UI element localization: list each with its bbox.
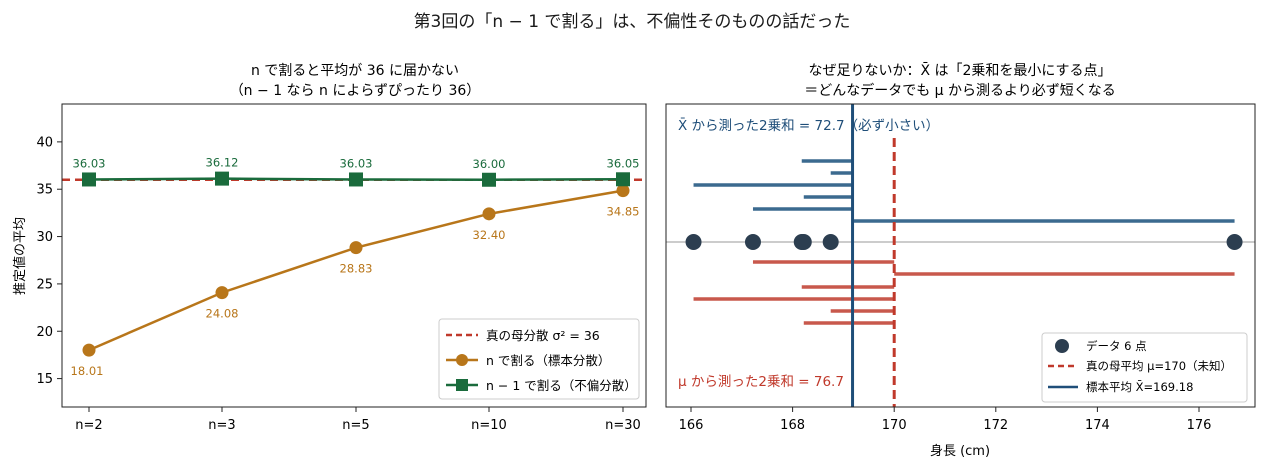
x-tick-label: 168 bbox=[780, 418, 805, 433]
legend-sample-mean-label: 標本平均 X̄=169.18 bbox=[1086, 380, 1193, 394]
y-tick-label: 25 bbox=[36, 277, 53, 292]
right-chart: なぜ足りないか：X̄ は「2乗和を最小にする点」 ＝どんなデータでも μ から測… bbox=[665, 61, 1256, 459]
series-1-data-label: 36.03 bbox=[340, 156, 373, 170]
y-tick-label: 40 bbox=[36, 135, 53, 150]
series-0-point bbox=[482, 207, 496, 221]
left-legend: 真の母分散 σ² = 36 n で割る（標本分散） n − 1 で割る（不偏分散… bbox=[438, 318, 640, 400]
y-tick-label: 35 bbox=[36, 183, 53, 198]
right-chart-title-line2: ＝どんなデータでも μ から測るより必ず短くなる bbox=[804, 82, 1116, 99]
right-chart-title-line1: なぜ足りないか：X̄ は「2乗和を最小にする点」 bbox=[808, 61, 1111, 79]
series-0-data-label: 28.83 bbox=[340, 262, 373, 276]
series-0-data-label: 18.01 bbox=[71, 364, 104, 378]
legend-biased-label: n で割る（標本分散） bbox=[486, 353, 610, 368]
series-1-data-label: 36.03 bbox=[73, 156, 106, 170]
annotation-true-mean-ss: μ から測った2乗和 = 76.7 bbox=[678, 374, 844, 390]
series-0-point bbox=[82, 343, 96, 357]
x-tick-label: n=30 bbox=[605, 418, 641, 433]
series-1-data-label: 36.00 bbox=[473, 157, 506, 171]
right-chart-marks bbox=[666, 104, 1255, 407]
left-plot-frame bbox=[61, 103, 647, 408]
series-0-data-label: 34.85 bbox=[607, 205, 640, 219]
legend-true-mean-label: 真の母平均 μ=170（未知） bbox=[1086, 359, 1232, 373]
data-point bbox=[1226, 234, 1243, 250]
series-0-point bbox=[215, 286, 229, 300]
series-0-point bbox=[349, 241, 363, 255]
left-chart: n で割ると平均が 36 に届かない （n − 1 なら n によらずぴったり … bbox=[12, 62, 647, 433]
left-chart-ylabel: 推定値の平均 bbox=[12, 217, 28, 295]
right-legend-box bbox=[1041, 332, 1248, 403]
legend-data-label: データ 6 点 bbox=[1086, 339, 1147, 353]
series-1-point bbox=[215, 171, 229, 186]
annotation-sample-mean-ss: X̄ から測った2乗和 = 72.7（必ず小さい） bbox=[678, 117, 939, 134]
legend-data-marker bbox=[1055, 339, 1069, 353]
series-1-point bbox=[82, 172, 96, 187]
right-plot-frame bbox=[665, 103, 1256, 408]
left-chart-title-line1: n で割ると平均が 36 に届かない bbox=[251, 62, 459, 79]
left-chart-axes: 15 20 25 30 35 40 n=2 n=3 n=5 n=10 n=30 bbox=[36, 135, 640, 433]
left-chart-title-line2: （n − 1 なら n によらずぴったり 36） bbox=[230, 83, 481, 99]
x-tick-label: 172 bbox=[983, 418, 1008, 433]
series-0-point bbox=[616, 184, 630, 198]
data-point bbox=[685, 234, 702, 250]
series-0-data-label: 24.08 bbox=[206, 307, 239, 321]
right-chart-xlabel: 身長 (cm) bbox=[930, 443, 990, 459]
data-point bbox=[795, 234, 812, 250]
legend-unbiased-label: n − 1 で割る（不偏分散） bbox=[486, 378, 637, 393]
y-tick-label: 20 bbox=[36, 325, 53, 340]
series-1-point bbox=[349, 172, 363, 187]
right-chart-axes: 166 168 170 172 174 176 bbox=[679, 407, 1212, 433]
left-chart-marks: 18.01 24.08 28.83 32.40 34.85 36.03 36.12 36.03… bbox=[62, 156, 646, 378]
legend-biased-marker bbox=[456, 354, 468, 366]
right-legend: データ 6 点 真の母平均 μ=170（未知） 標本平均 X̄=169.18 bbox=[1041, 332, 1248, 403]
y-tick-label: 30 bbox=[36, 230, 53, 245]
left-legend-box bbox=[438, 318, 640, 400]
x-tick-label: 176 bbox=[1187, 418, 1212, 433]
series-1-point bbox=[616, 172, 630, 187]
y-tick-label: 15 bbox=[36, 372, 53, 387]
x-tick-label: 174 bbox=[1085, 418, 1110, 433]
series-0-data-label: 32.40 bbox=[473, 228, 506, 242]
x-tick-label: n=2 bbox=[75, 418, 102, 433]
series-1-data-label: 36.12 bbox=[206, 156, 239, 170]
series-1-data-label: 36.05 bbox=[607, 156, 640, 170]
data-point bbox=[822, 234, 839, 250]
x-tick-label: n=10 bbox=[471, 418, 507, 433]
x-tick-label: 170 bbox=[882, 418, 907, 433]
suptitle: 第3回の「n − 1 で割る」は、不偏性そのものの話だった bbox=[414, 12, 851, 32]
x-tick-label: n=5 bbox=[342, 418, 369, 433]
x-tick-label: n=3 bbox=[208, 418, 235, 433]
data-point bbox=[744, 234, 761, 250]
legend-unbiased-marker bbox=[456, 379, 468, 391]
series-1-point bbox=[482, 172, 496, 187]
legend-ref-line-label: 真の母分散 σ² = 36 bbox=[486, 328, 600, 343]
x-tick-label: 166 bbox=[679, 418, 704, 433]
